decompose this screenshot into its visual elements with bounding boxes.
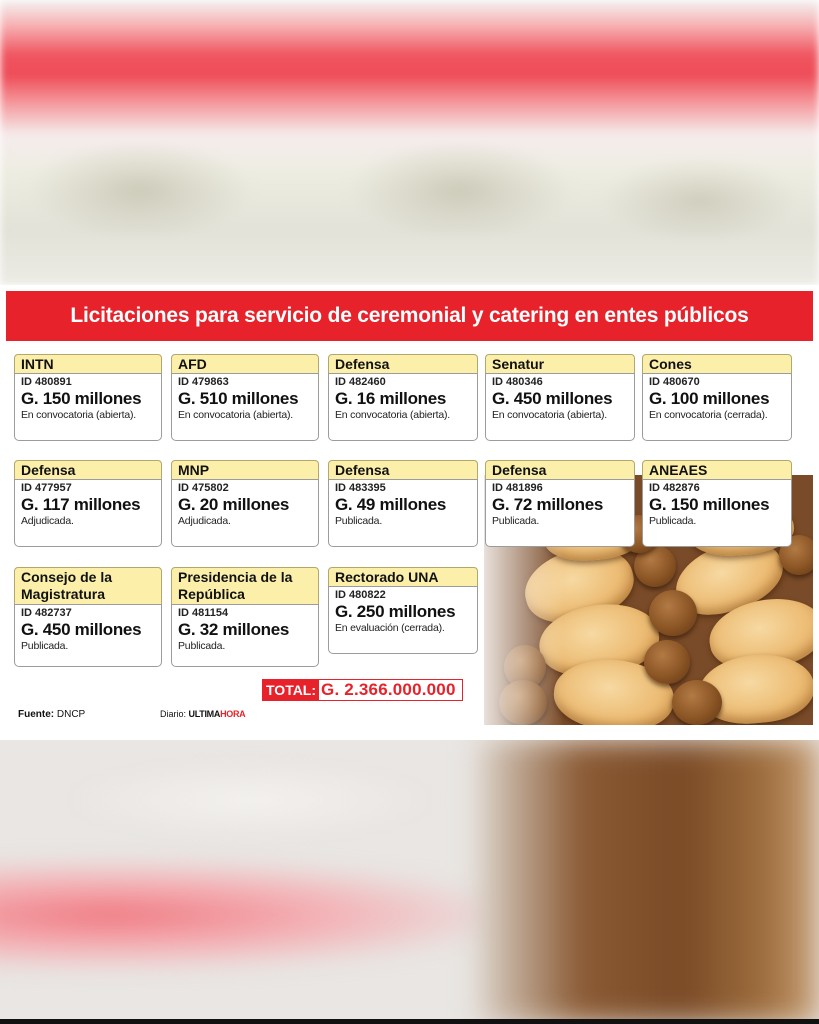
card-id: ID 481154 [178,607,229,619]
card-amount: G. 510 millones [178,389,299,408]
infographic-title: Licitaciones para servicio de ceremonial… [70,304,749,327]
card-entity: Cones [642,354,792,374]
card-entity: INTN [14,354,162,374]
tender-card: ANEAES ID 482876 G. 150 millones Publica… [642,460,792,547]
card-entity: AFD [171,354,319,374]
card-entity: Presidencia de la República [171,567,319,605]
tender-card: Rectorado UNA ID 480822 G. 250 millones … [328,567,478,654]
card-amount: G. 100 millones [649,389,770,408]
brand-ultima: ULTIMA [188,709,221,719]
card-status: Adjudicada. [178,515,231,527]
card-entity: Defensa [14,460,162,480]
credit-note: Diario: ULTIMAHORA [160,709,246,719]
bottom-black-strip [0,1019,819,1024]
card-status: En convocatoria (abierta). [335,409,451,421]
card-entity: Defensa [485,460,635,480]
card-status: En convocatoria (abierta). [178,409,294,421]
card-amount: G. 450 millones [21,620,142,639]
tender-card: Defensa ID 482460 G. 16 millones En conv… [328,354,478,441]
source-label: Fuente: [18,709,55,720]
tender-card: Presidencia de la República ID 481154 G.… [171,567,319,667]
card-entity: ANEAES [642,460,792,480]
card-entity: Defensa [328,354,478,374]
card-amount: G. 20 millones [178,495,290,514]
card-entity: Defensa [328,460,478,480]
total-value: G. 2.366.000.000 [319,680,462,700]
card-id: ID 480822 [335,589,386,601]
card-status: Publicada. [178,640,226,652]
tender-card: Defensa ID 477957 G. 117 millones Adjudi… [14,460,162,547]
card-status: Publicada. [335,515,383,527]
card-status: En convocatoria (abierta). [492,409,608,421]
card-amount: G. 32 millones [178,620,290,639]
card-amount: G. 16 millones [335,389,447,408]
card-id: ID 480891 [21,376,72,388]
card-amount: G. 49 millones [335,495,447,514]
tender-card: Defensa ID 481896 G. 72 millones Publica… [485,460,635,547]
card-id: ID 482876 [649,482,700,494]
blurred-background-bottom [0,740,819,1024]
brand-hora: HORA [220,709,246,719]
source-value: DNCP [56,709,86,720]
card-id: ID 480346 [492,376,543,388]
card-entity: MNP [171,460,319,480]
card-status: Publicada. [492,515,540,527]
tender-card: Cones ID 480670 G. 100 millones En convo… [642,354,792,441]
card-id: ID 479863 [178,376,229,388]
card-id: ID 481896 [492,482,543,494]
card-amount: G. 450 millones [492,389,613,408]
card-amount: G. 250 millones [335,602,456,621]
tender-card: INTN ID 480891 G. 150 millones En convoc… [14,354,162,441]
tender-card: MNP ID 475802 G. 20 millones Adjudicada. [171,460,319,547]
total-box: TOTAL: G. 2.366.000.000 [262,679,463,701]
card-amount: G. 150 millones [21,389,142,408]
total-label: TOTAL: [263,680,320,700]
card-status: En evaluación (cerrada). [335,622,445,634]
card-id: ID 483395 [335,482,386,494]
card-status: En convocatoria (cerrada). [649,409,768,421]
card-id: ID 482737 [21,607,72,619]
card-id: ID 482460 [335,376,386,388]
card-entity: Rectorado UNA [328,567,478,587]
blurred-background-top [0,0,819,285]
card-amount: G. 72 millones [492,495,604,514]
title-banner: Licitaciones para servicio de ceremonial… [6,291,813,341]
card-amount: G. 117 millones [21,495,141,514]
card-status: Publicada. [649,515,697,527]
tender-card: Consejo de la Magistratura ID 482737 G. … [14,567,162,667]
card-entity: Consejo de la Magistratura [14,567,162,605]
card-amount: G. 150 millones [649,495,770,514]
card-id: ID 480670 [649,376,700,388]
card-id: ID 477957 [21,482,72,494]
card-status: Publicada. [21,640,69,652]
tender-card: Senatur ID 480346 G. 450 millones En con… [485,354,635,441]
tender-card: Defensa ID 483395 G. 49 millones Publica… [328,460,478,547]
card-id: ID 475802 [178,482,229,494]
tender-card: AFD ID 479863 G. 510 millones En convoca… [171,354,319,441]
infographic: Licitaciones para servicio de ceremonial… [0,285,819,740]
card-entity: Senatur [485,354,635,374]
card-status: Adjudicada. [21,515,74,527]
card-status: En convocatoria (abierta). [21,409,137,421]
credit-prefix: Diario: [160,709,187,719]
source-note: Fuente: DNCP [18,709,85,720]
